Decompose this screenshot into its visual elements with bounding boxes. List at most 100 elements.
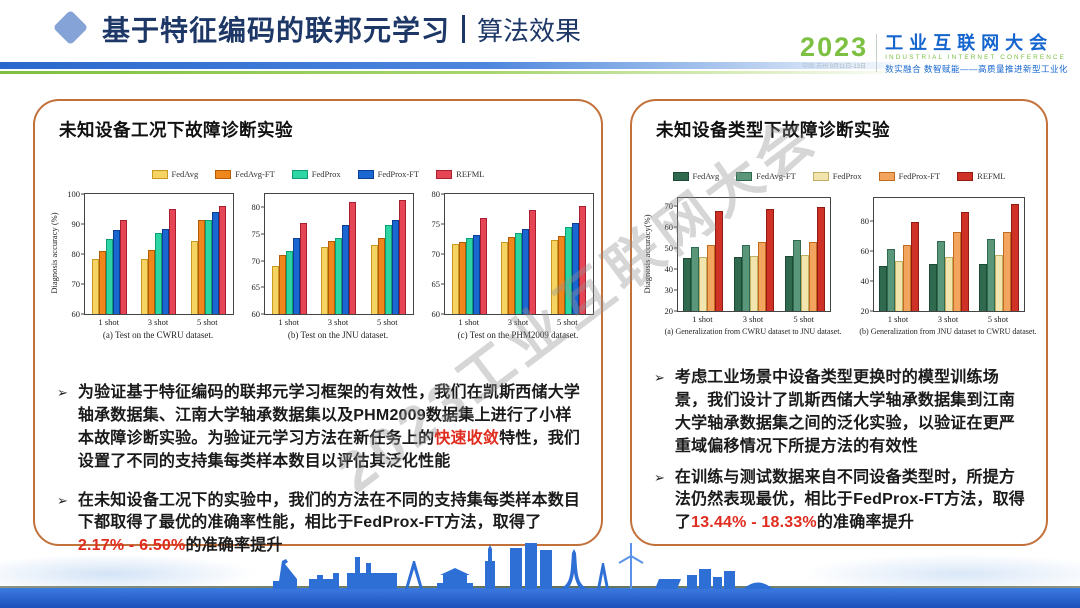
y-tick-label: 60 xyxy=(664,222,674,233)
diamond-bullet-icon xyxy=(52,9,89,46)
bar-FedProx-FT xyxy=(953,231,961,311)
y-tick-mark xyxy=(261,260,265,262)
bar-group xyxy=(874,198,924,311)
bar-REFML xyxy=(766,208,774,311)
panel-unknown-device-type: 未知设备类型下故障诊断实验 FedAvg FedAvg-FT FedProx FedP… xyxy=(630,99,1048,546)
bullet-text: 在训练与测试数据来自不同设备类型时，所提方法仍然表现最优，相比于FedProx-… xyxy=(674,468,1025,532)
bar-FedAvg xyxy=(272,266,280,314)
legend-item: REFML xyxy=(436,169,485,179)
logo-divider xyxy=(876,34,878,72)
bar-FedAvg-FT xyxy=(459,242,467,314)
bar-FedAvg-FT xyxy=(887,249,895,311)
logo-year: 2023 xyxy=(800,32,869,62)
panel-title: 未知设备工况下故障诊断实验 xyxy=(59,120,293,140)
y-tick-label: 80 xyxy=(251,202,261,213)
plot-area: 20 30 40 50 60 70 xyxy=(665,197,831,316)
bar-FedAvg-FT xyxy=(792,239,801,311)
legend-label: FedProx-FT xyxy=(898,171,941,181)
bar-group xyxy=(314,194,363,314)
y-tick-label: 80 xyxy=(860,215,870,226)
x-tick-label: 3 shot xyxy=(147,317,169,327)
arrow-bullet-icon: ➢ xyxy=(654,370,665,385)
bar-FedProx-FT xyxy=(211,212,219,314)
bar-FedProx xyxy=(335,238,343,314)
x-tick-label: 5 shot xyxy=(987,314,1009,324)
legend-label: FedAvg xyxy=(692,171,720,181)
legend-item: FedProx xyxy=(812,171,862,181)
y-tick-label: 75 xyxy=(251,229,261,239)
legend-swatch-icon xyxy=(812,171,829,181)
legend-swatch-icon xyxy=(291,169,308,179)
arrow-bullet-icon: ➢ xyxy=(57,385,68,400)
bar-REFML xyxy=(120,219,128,314)
y-tick-label: 70 xyxy=(431,249,441,259)
x-tick-label: 3 shot xyxy=(742,314,764,324)
bar-FedAvg xyxy=(550,240,558,314)
y-tick-label: 65 xyxy=(251,282,261,293)
y-axis-label: Diagnosis accuracy (%) xyxy=(48,212,59,294)
legend-label: FedAvg-FT xyxy=(756,171,796,181)
x-tick-label: 1 shot xyxy=(278,317,299,327)
legend-label: FedAvg xyxy=(171,169,199,179)
conference-logo: 2023 中国·苏州 9月11日-13日 工业互联网大会 INDUSTRIAL … xyxy=(800,34,1068,75)
y-tick-mark xyxy=(674,268,678,270)
y-tick-mark xyxy=(674,226,678,228)
logo-name-block: 工业互联网大会 INDUSTRIAL INTERNET CONFERENCE 数… xyxy=(885,34,1068,75)
bar-group xyxy=(445,194,494,314)
bar-FedProx xyxy=(564,227,572,314)
legend-label: REFML xyxy=(456,169,485,179)
legend-item: FedAvg xyxy=(672,171,720,181)
bar-FedProx-FT xyxy=(473,234,481,314)
bar-FedAvg-FT xyxy=(937,240,945,311)
y-tick-label: 75 xyxy=(431,219,441,229)
legend-item: FedProx-FT xyxy=(357,169,419,179)
bar-group xyxy=(729,198,780,311)
panel-unknown-working-condition: 未知设备工况下故障诊断实验 FedAvg FedAvg-FT FedProx FedP… xyxy=(33,99,603,554)
bar-REFML xyxy=(398,200,406,314)
bar-FedAvg xyxy=(784,255,793,311)
bar-group xyxy=(544,194,593,314)
chart-generalization-cwru-to-jnu: Diagnosis accuracy(%) 20 30 40 50 60 70 1 shot 3… xyxy=(640,197,841,336)
x-tick-label: 1 shot xyxy=(887,314,909,324)
bullet-list: ➢ 考虑工业场景中设备类型更换时的模型训练场景，我们设计了凯斯西储大学轴承数据集到… xyxy=(654,367,1030,535)
y-tick-mark xyxy=(870,280,874,282)
bar-FedAvg-FT xyxy=(279,255,287,314)
x-tick-label: 3 shot xyxy=(507,317,529,327)
plot-area: 60 65 70 75 80 xyxy=(252,193,414,319)
y-tick-label: 40 xyxy=(664,264,674,275)
y-tick-mark xyxy=(261,313,265,315)
logo-slogan: 数实融合 数智赋能——高质量推进新型工业化 xyxy=(885,64,1068,74)
bar-FedAvg xyxy=(879,265,887,311)
bar-FedProx xyxy=(155,233,163,314)
bar-group xyxy=(364,194,413,314)
y-tick-label: 60 xyxy=(71,309,81,319)
chart-caption: (c) Test on the PHM2009 dataset. xyxy=(457,330,579,340)
y-tick-label: 100 xyxy=(67,189,80,199)
bar-FedProx xyxy=(895,261,903,311)
y-tick-mark xyxy=(81,193,85,195)
bullet-item: ➢ 在未知设备工况下的实验中，我们的方法在不同的支持集每类样本数目下都取得了最优的… xyxy=(57,490,585,559)
bar-FedProx-FT xyxy=(391,219,399,314)
y-tick-mark xyxy=(441,253,445,255)
bar-REFML xyxy=(300,223,308,314)
bar-REFML xyxy=(911,222,919,311)
bar-FedProx-FT xyxy=(522,228,530,314)
legend-swatch-icon xyxy=(957,171,974,181)
bar-FedAvg xyxy=(734,256,742,311)
bar-group xyxy=(924,198,974,311)
bar-REFML xyxy=(480,218,488,314)
x-tick-label: 5 shot xyxy=(197,317,218,327)
bar-FedProx xyxy=(515,233,523,314)
legend-item: FedAvg xyxy=(151,169,199,179)
bar-FedProx xyxy=(204,219,212,314)
logo-name-en: INDUSTRIAL INTERNET CONFERENCE xyxy=(885,54,1067,61)
plot-area: 60 65 70 75 80 xyxy=(432,189,594,319)
y-tick-label: 40 xyxy=(860,275,870,286)
x-tick-label: 1 shot xyxy=(98,317,119,327)
bar-REFML xyxy=(816,207,825,311)
bar-REFML xyxy=(349,202,357,314)
x-tick-label: 1 shot xyxy=(692,314,713,324)
bar-FedAvg-FT xyxy=(742,245,750,311)
bar-FedProx-FT xyxy=(903,244,911,311)
bar-FedProx-FT xyxy=(1003,231,1011,311)
